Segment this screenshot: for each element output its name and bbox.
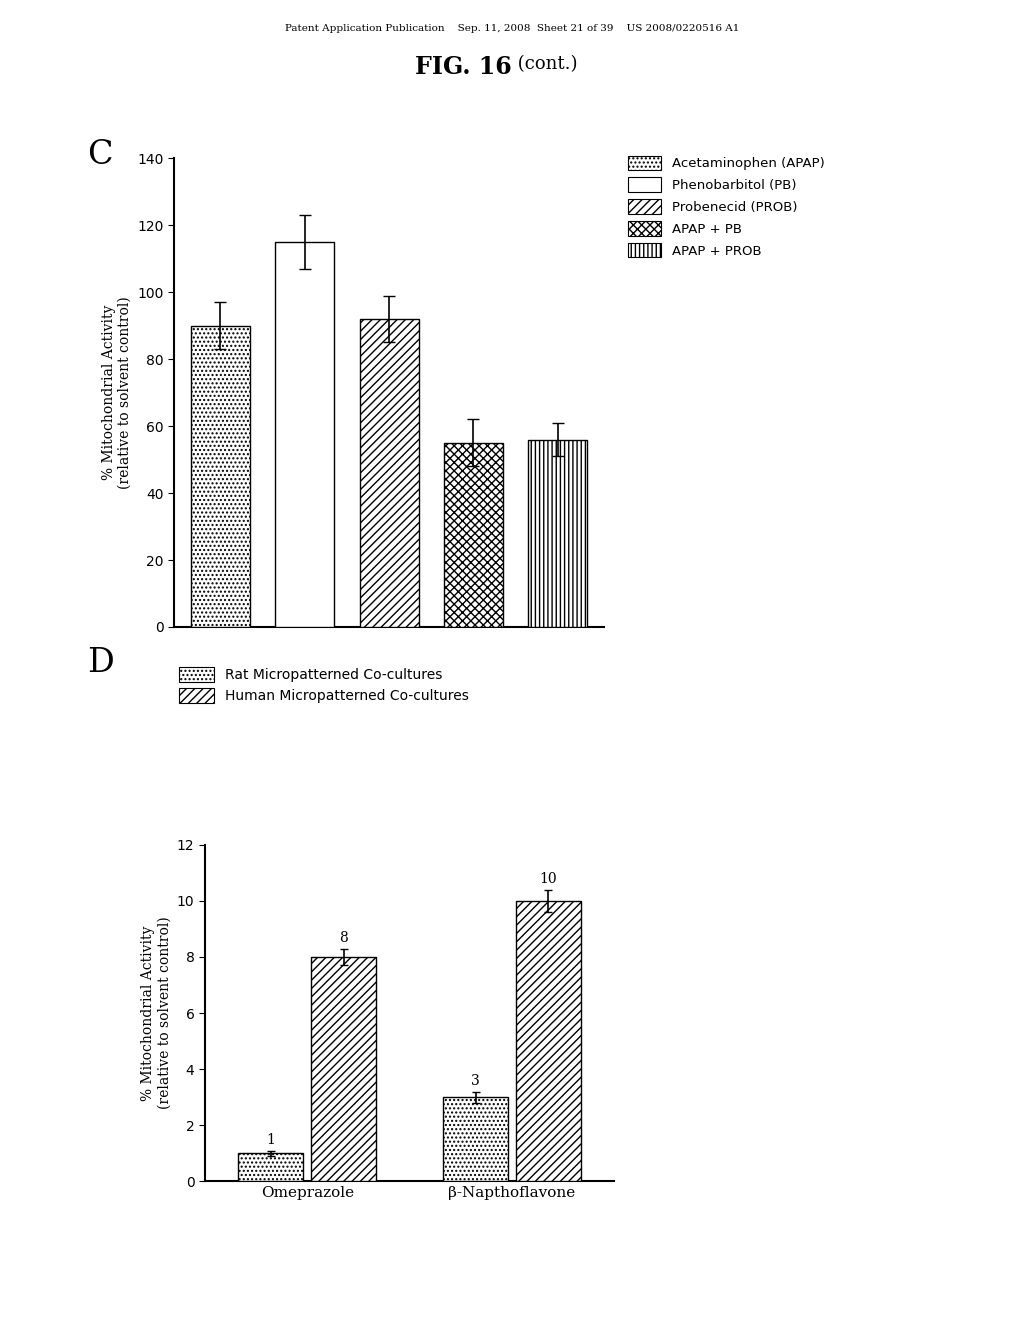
- Bar: [311, 957, 376, 1181]
- Text: (cont.): (cont.): [512, 55, 578, 74]
- Text: D: D: [87, 647, 114, 678]
- Y-axis label: % Mitochondrial Activity
(relative to solvent control): % Mitochondrial Activity (relative to so…: [141, 916, 171, 1110]
- Text: C: C: [87, 139, 113, 170]
- Bar: [443, 1097, 508, 1181]
- Y-axis label: % Mitochondrial Activity
(relative to solvent control): % Mitochondrial Activity (relative to so…: [101, 296, 132, 490]
- Text: 10: 10: [540, 873, 557, 886]
- Text: Patent Application Publication    Sep. 11, 2008  Sheet 21 of 39    US 2008/02205: Patent Application Publication Sep. 11, …: [285, 24, 739, 33]
- Legend: Rat Micropatterned Co-cultures, Human Micropatterned Co-cultures: Rat Micropatterned Co-cultures, Human Mi…: [179, 667, 469, 704]
- Text: 3: 3: [471, 1074, 480, 1088]
- Text: 1: 1: [266, 1133, 275, 1147]
- Bar: [359, 319, 419, 627]
- Bar: [516, 900, 581, 1181]
- Bar: [528, 440, 588, 627]
- Text: FIG. 16: FIG. 16: [416, 55, 512, 79]
- Legend: Acetaminophen (APAP), Phenobarbitol (PB), Probenecid (PROB), APAP + PB, APAP + P: Acetaminophen (APAP), Phenobarbitol (PB)…: [628, 156, 824, 257]
- Bar: [190, 326, 250, 627]
- Bar: [444, 444, 503, 627]
- Bar: [239, 1154, 303, 1181]
- Bar: [275, 242, 334, 627]
- Text: 8: 8: [339, 931, 348, 945]
